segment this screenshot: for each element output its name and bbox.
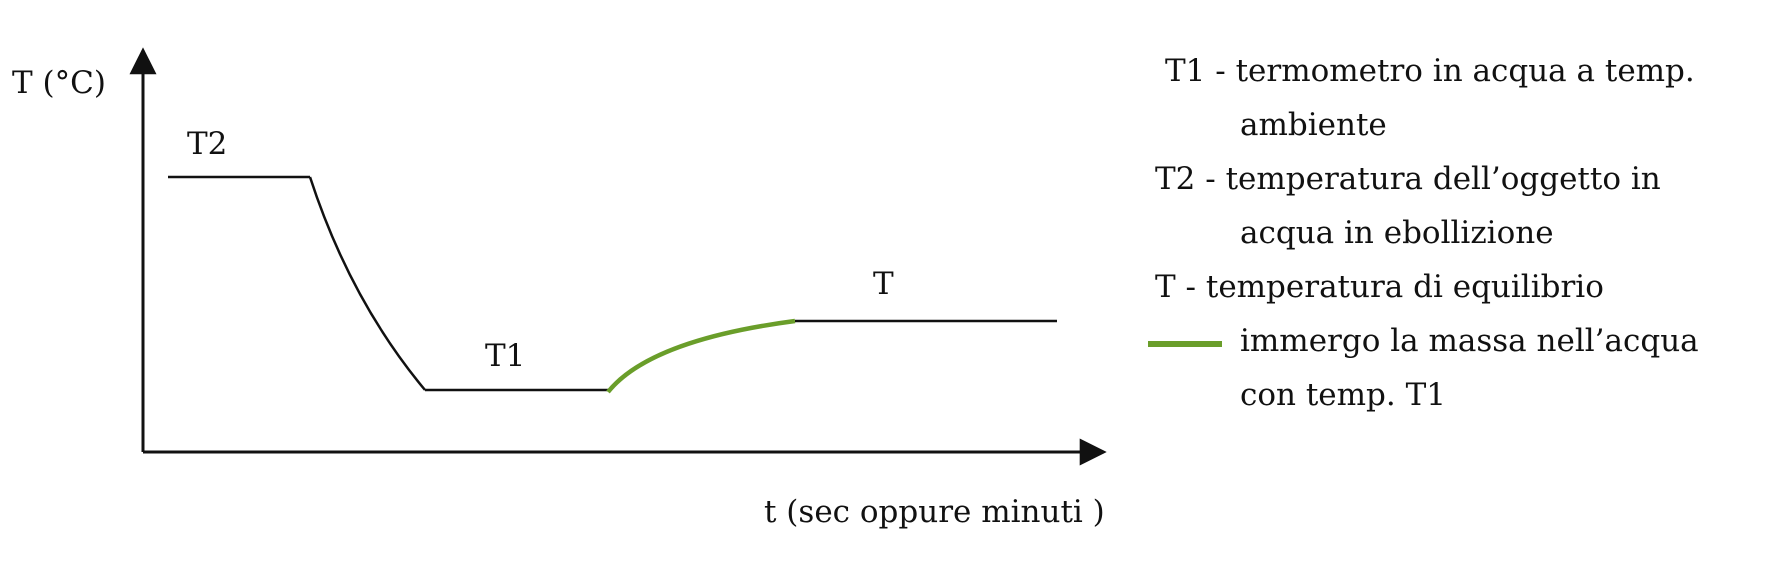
legend-t2-line2: acqua in ebollizione xyxy=(1240,215,1554,251)
t1-label: T1 xyxy=(485,338,525,374)
legend-green-line1: immergo la massa nell’acqua xyxy=(1240,323,1699,359)
legend-green-line-swatch xyxy=(1148,341,1222,347)
immersion-curve xyxy=(606,318,796,394)
legend-t1-line2: ambiente xyxy=(1240,107,1387,143)
legend-t1-line1: T1 - termometro in acqua a temp. xyxy=(1165,53,1695,89)
legend-t-line: T - temperatura di equilibrio xyxy=(1155,269,1604,305)
cooling-curve xyxy=(308,176,426,391)
legend-green-line2: con temp. T1 xyxy=(1240,377,1446,413)
x-axis-label: t (sec oppure minuti ) xyxy=(764,494,1105,530)
t2-label: T2 xyxy=(187,126,227,162)
y-axis-label: T (°C) xyxy=(12,65,106,101)
legend-t2-line1: T2 - temperatura dell’oggetto in xyxy=(1155,161,1661,197)
t-label: T xyxy=(873,266,894,302)
